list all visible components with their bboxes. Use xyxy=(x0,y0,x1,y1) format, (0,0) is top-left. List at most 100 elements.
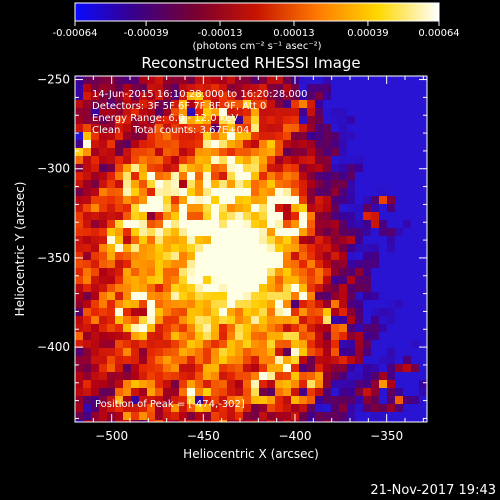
heatmap-cell xyxy=(115,108,124,117)
heatmap-cell xyxy=(403,404,412,413)
heatmap-cell xyxy=(131,180,140,189)
heatmap-cell xyxy=(363,172,372,181)
heatmap-cell xyxy=(203,92,212,101)
heatmap-cell xyxy=(251,244,260,253)
heatmap-cell xyxy=(291,236,300,245)
heatmap-cell xyxy=(203,348,212,357)
heatmap-cell xyxy=(235,332,244,341)
heatmap-cell xyxy=(139,380,148,389)
heatmap-cell xyxy=(171,236,180,245)
heatmap-cell xyxy=(411,124,420,133)
heatmap-cell xyxy=(211,404,220,413)
heatmap-cell xyxy=(139,348,148,357)
heatmap-cell xyxy=(203,404,212,413)
heatmap-cell xyxy=(291,348,300,357)
heatmap-cell xyxy=(251,332,260,341)
heatmap-cell xyxy=(115,140,124,149)
heatmap-cell xyxy=(331,284,340,293)
heatmap-cell xyxy=(371,212,380,221)
heatmap-cell xyxy=(291,388,300,397)
heatmap-cell xyxy=(283,220,292,229)
heatmap-cell xyxy=(275,364,284,373)
heatmap-cell xyxy=(291,116,300,125)
heatmap-cell xyxy=(187,76,196,85)
heatmap-cell xyxy=(403,356,412,365)
heatmap-cell xyxy=(83,228,92,237)
heatmap-cell xyxy=(203,148,212,157)
heatmap-cell xyxy=(275,116,284,125)
heatmap-cell xyxy=(187,220,196,229)
heatmap-cell xyxy=(75,108,84,117)
heatmap-cell xyxy=(99,356,108,365)
heatmap-cell xyxy=(387,324,396,333)
heatmap-cell xyxy=(107,276,116,285)
heatmap-cell xyxy=(107,204,116,213)
heatmap-cell xyxy=(355,268,364,277)
heatmap-cell xyxy=(171,348,180,357)
heatmap-cell xyxy=(163,116,172,125)
heatmap-cell xyxy=(235,260,244,269)
heatmap-cell xyxy=(419,204,427,213)
heatmap-cell xyxy=(267,324,276,333)
heatmap-cell xyxy=(195,188,204,197)
heatmap-cell xyxy=(171,172,180,181)
heatmap-cell xyxy=(131,228,140,237)
heatmap-cell xyxy=(419,308,427,317)
heatmap-cell xyxy=(187,356,196,365)
heatmap-cell xyxy=(123,180,132,189)
heatmap-cell xyxy=(323,140,332,149)
heatmap-cell xyxy=(219,244,228,253)
heatmap-cell xyxy=(371,372,380,381)
heatmap-cell xyxy=(411,276,420,285)
heatmap-cell xyxy=(387,132,396,141)
heatmap-cell xyxy=(275,412,284,421)
heatmap-cell xyxy=(75,252,84,261)
heatmap-cell xyxy=(83,140,92,149)
heatmap-cell xyxy=(315,204,324,213)
heatmap-cell xyxy=(99,260,108,269)
heatmap-cell xyxy=(363,156,372,165)
heatmap-cell xyxy=(91,372,100,381)
heatmap-cell xyxy=(195,316,204,325)
heatmap-cell xyxy=(347,252,356,261)
heatmap-cell xyxy=(235,420,244,422)
heatmap-cell xyxy=(75,116,84,125)
heatmap-cell xyxy=(155,356,164,365)
heatmap-cell xyxy=(227,308,236,317)
heatmap-cell xyxy=(267,404,276,413)
heatmap-cell xyxy=(339,372,348,381)
heatmap-cell xyxy=(171,76,180,85)
heatmap-cell xyxy=(395,420,404,422)
heatmap-cell xyxy=(243,236,252,245)
heatmap-cell xyxy=(347,348,356,357)
heatmap-cell xyxy=(203,396,212,405)
heatmap-cell xyxy=(259,220,268,229)
heatmap-cell xyxy=(243,140,252,149)
heatmap-cell xyxy=(147,188,156,197)
heatmap-cell xyxy=(179,284,188,293)
heatmap-cell xyxy=(147,164,156,173)
heatmap-cell xyxy=(155,316,164,325)
heatmap-cell xyxy=(107,364,116,373)
heatmap-cell xyxy=(419,364,427,373)
heatmap-cell xyxy=(251,172,260,181)
heatmap-cell xyxy=(75,140,84,149)
heatmap-cell xyxy=(171,284,180,293)
heatmap-cell xyxy=(99,316,108,325)
heatmap-cell xyxy=(275,300,284,309)
heatmap-cell xyxy=(347,412,356,421)
heatmap-cell xyxy=(243,340,252,349)
heatmap-cell xyxy=(411,204,420,213)
heatmap-cell xyxy=(395,204,404,213)
heatmap-cell xyxy=(331,364,340,373)
heatmap-cell xyxy=(219,156,228,165)
heatmap-cell xyxy=(371,388,380,397)
heatmap-cell xyxy=(131,396,140,405)
heatmap-cell xyxy=(131,252,140,261)
heatmap-cell xyxy=(211,284,220,293)
heatmap-cell xyxy=(243,268,252,277)
heatmap-cell xyxy=(419,244,427,253)
heatmap-cell xyxy=(179,212,188,221)
heatmap-cell xyxy=(147,380,156,389)
heatmap-cell xyxy=(75,348,84,357)
